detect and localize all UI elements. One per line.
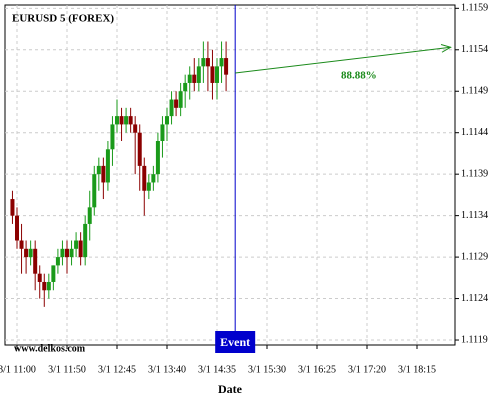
arrow-head [440, 44, 452, 53]
candle-body [87, 207, 92, 224]
candle-body [151, 174, 156, 183]
candle-body [137, 132, 142, 166]
x-tick-label: 3/1 12:45 [98, 364, 136, 375]
x-axis-label: Date [218, 382, 243, 396]
y-tick-label: 1.1149 [461, 86, 488, 97]
candle-body [119, 116, 124, 125]
chart-title: EURUSD 5 (FOREX) [12, 13, 114, 25]
candle-body [24, 248, 29, 258]
candle-body [205, 58, 210, 67]
candle-body [169, 99, 174, 117]
watermark: www.delkos.com [14, 343, 86, 354]
candle-body [124, 116, 129, 125]
candle-body [201, 58, 206, 67]
candle-body [210, 66, 215, 83]
candle-body [101, 165, 106, 183]
candle-body [128, 116, 133, 125]
y-tick-label: 1.1129 [461, 251, 488, 262]
x-tick-label: 3/1 11:50 [48, 364, 86, 375]
candle-body [15, 215, 19, 241]
candle-body [83, 223, 88, 258]
x-tick-label: 3/1 16:25 [298, 364, 336, 375]
candle-body [55, 257, 60, 266]
candle-body [105, 149, 110, 183]
candle-body [146, 182, 151, 191]
candle-body [92, 174, 97, 208]
candle-body [165, 116, 169, 125]
candle-body [192, 74, 197, 83]
candle-body [65, 248, 69, 258]
candle-body [196, 66, 201, 83]
x-tick-label: 3/1 11:00 [0, 364, 36, 375]
candle-body [115, 116, 119, 125]
candle-body [10, 199, 15, 216]
event-box [215, 331, 256, 353]
candle-body [74, 240, 79, 249]
candle-body [142, 165, 147, 191]
candle-body [28, 248, 33, 258]
candle-body [33, 248, 38, 274]
plot-area [4, 4, 456, 346]
arrow-label: 88.88% [341, 70, 377, 82]
candle-body [224, 58, 229, 75]
y-tick-label: 1.1119 [461, 334, 488, 345]
y-tick-label: 1.1144 [461, 127, 488, 138]
candle-body [183, 82, 188, 92]
y-tick-label: 1.1134 [461, 210, 488, 221]
y-tick-label: 1.1159 [461, 3, 488, 14]
candle-body [42, 281, 47, 291]
x-tick-label: 3/1 18:15 [398, 364, 436, 375]
y-tick-label: 1.1124 [461, 293, 488, 304]
y-tick-label: 1.1139 [461, 168, 488, 179]
candle-body [110, 124, 115, 150]
candle-body [178, 91, 183, 108]
candle-body [69, 248, 74, 258]
candle-body [133, 124, 138, 133]
arrow [235, 46, 451, 74]
candle-body [219, 58, 224, 67]
candle-body [60, 248, 65, 258]
candle-body [155, 141, 160, 175]
candle-body [96, 165, 101, 175]
y-tick-label: 1.1154 [461, 44, 488, 55]
event-label: Event [220, 335, 250, 349]
candle-body [160, 124, 165, 141]
candle-body [187, 74, 192, 83]
candle-body [37, 273, 42, 282]
candle-body [174, 99, 179, 108]
candle-body [51, 265, 56, 282]
candle-body [46, 281, 51, 291]
candle-body [215, 66, 219, 83]
x-tick-label: 3/1 14:35 [198, 364, 236, 375]
x-tick-label: 3/1 17:20 [348, 364, 386, 375]
x-tick-label: 3/1 15:30 [248, 364, 286, 375]
candle-body [19, 240, 24, 249]
candle-body [78, 240, 83, 258]
x-tick-label: 3/1 13:40 [148, 364, 186, 375]
